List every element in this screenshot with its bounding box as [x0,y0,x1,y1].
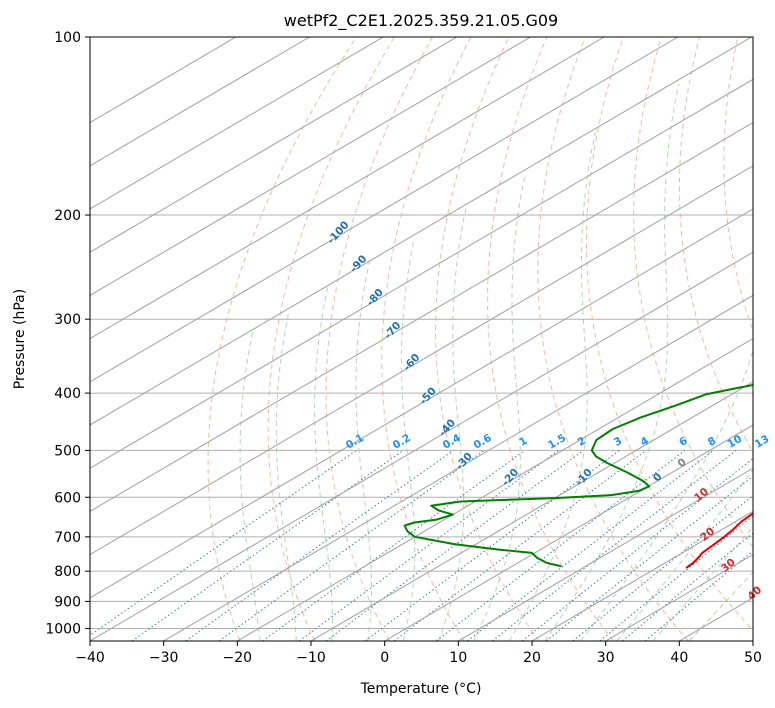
dry-adiabat-line [435,37,540,641]
isotherm-line [90,78,753,469]
x-tick-label: −10 [296,650,326,666]
x-tick-label: 0 [380,650,389,666]
mixing-ratio-line [393,450,647,641]
x-axis: −40 −30 −20 −10 0 10 20 30 40 50 [75,641,762,666]
y-tick-label: 100 [54,30,81,46]
x-axis-label: Temperature (°C) [360,681,482,697]
x-tick-label: −30 [149,650,179,666]
mixing-ratio-line [90,449,357,636]
moist-adiabat-line [355,261,372,641]
isotherm-line [90,121,753,512]
x-tick-label: −40 [75,650,105,666]
background-lines [90,37,753,641]
moist-adiabat-line [544,83,680,641]
moist-adiabat-line [688,571,753,641]
isotherm-line [90,37,458,253]
x-tick-label: 50 [744,650,762,666]
y-tick-label: 800 [54,564,81,580]
mixing-ratio-line [298,449,559,641]
moist-adiabat-line [314,287,333,641]
mixing-ratio-line [185,449,454,641]
moist-adiabat-line [508,132,596,641]
series-lines [403,383,753,569]
moist-adiabat-line [473,173,526,641]
isotherm-line [90,37,384,210]
dry-adiabat-line [586,37,753,632]
isotherm-line [237,338,753,641]
y-tick-label: 400 [54,386,81,402]
y-tick-label: 600 [54,490,81,506]
mixing-ratio-line [545,475,753,641]
dewpoint-series-line [403,383,753,568]
x-tick-label: 30 [597,650,615,666]
isotherm-line [90,37,679,383]
y-axis-label: Pressure (hPa) [12,289,28,389]
mixing-ratio-line [644,550,753,641]
dry-adiabat-line [267,37,396,641]
dry-adiabat-line [679,37,753,453]
isotherm-line [310,381,753,641]
moist-adiabat-line [401,239,416,641]
moist-adiabat-line [580,348,753,641]
dry-adiabat-line [487,37,614,641]
y-axis: 1000 900 800 700 600 500 400 300 200 100 [45,30,90,637]
y-tick-label: 1000 [45,621,81,637]
y-tick-label: 900 [54,594,81,610]
mixing-ratio-line [218,449,485,641]
y-tick-label: 300 [54,312,81,328]
x-tick-label: −20 [223,650,253,666]
x-tick-label: 10 [449,650,467,666]
isotherm-line [90,37,531,296]
moist-adiabat-line [275,310,297,641]
isotherm-line [90,37,752,426]
isotherm-line [90,251,753,641]
isotherm-line [90,37,310,167]
isotherm-line [384,424,753,641]
mixing-ratio-line [572,494,753,641]
moist-adiabat-line [652,526,753,641]
isotherm-line [90,165,753,556]
chart-title: wetPf2_C2E1.2025.359.21.05.G09 [284,11,558,31]
isotherm-line [90,37,605,340]
dry-adiabat-line [381,37,472,641]
mixing-ratio-line [521,457,753,641]
dry-adiabat-line [633,37,753,548]
mixing-ratio-line [467,450,714,641]
y-tick-label: 500 [54,443,81,459]
moist-adiabat-line [438,208,467,641]
x-tick-label: 20 [523,650,541,666]
dry-adiabat-line [325,37,434,641]
plot-frame [89,36,754,642]
isotherm-line [163,294,753,641]
moist-adiabat-line [239,331,261,641]
dry-adiabat-line [207,37,357,641]
y-tick-label: 700 [54,530,81,546]
isotherm-line [531,510,753,641]
isotherm-line [90,208,753,599]
mixing-ratio-line [599,515,753,641]
y-tick-label: 200 [54,208,81,224]
x-tick-label: 40 [670,650,688,666]
isotherm-line [458,467,753,641]
mixing-ratio-line [622,532,753,641]
dry-adiabat-line [537,37,689,641]
